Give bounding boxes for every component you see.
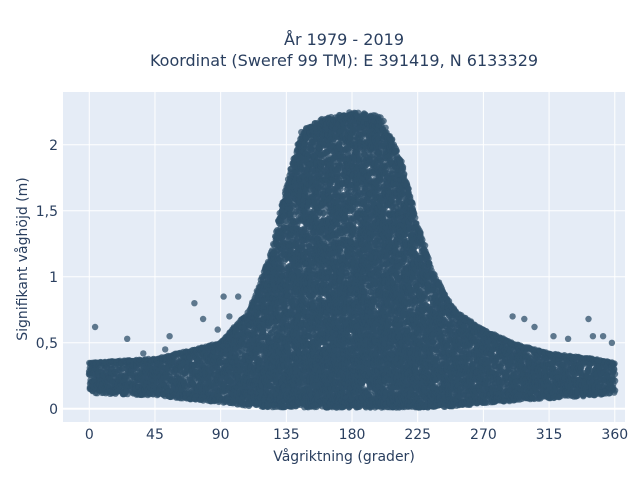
data-points (85, 109, 619, 411)
